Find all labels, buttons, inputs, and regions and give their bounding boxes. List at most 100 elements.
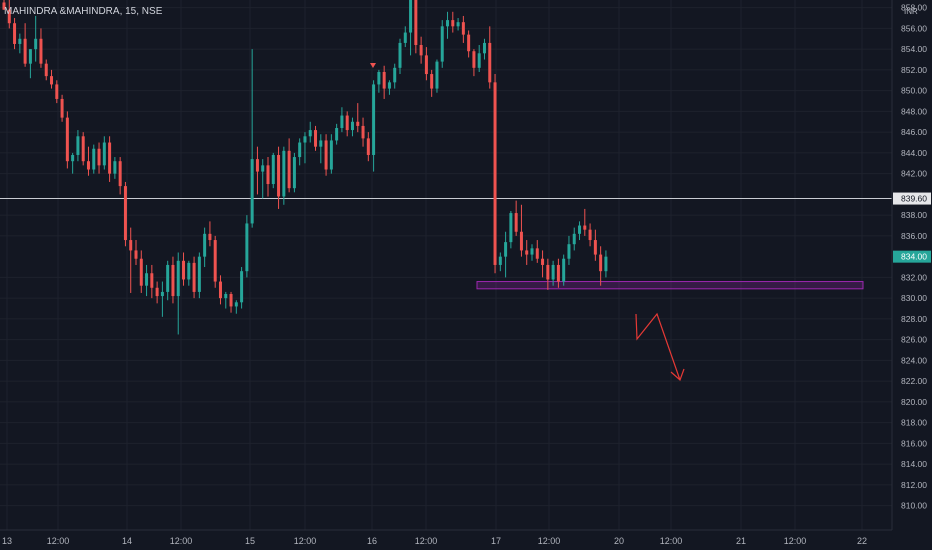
price-tick-label: 856.00 (901, 23, 927, 33)
candle-body (456, 22, 460, 27)
candle (377, 69, 381, 93)
candle-body (572, 233, 576, 245)
candle-body (50, 76, 54, 85)
time-tick-label: 22 (857, 536, 867, 546)
candle (255, 146, 259, 195)
candle (55, 80, 59, 104)
candle-body (18, 38, 22, 44)
candle-body (335, 128, 339, 141)
candle (335, 123, 339, 145)
candle-body (65, 117, 69, 162)
candle-body (345, 115, 349, 131)
candle-body (28, 49, 32, 64)
time-axis[interactable]: 13 12:00 14 12:00 15 12:00 16 12:00 17 12:00 20 12:… (0, 529, 932, 550)
candle (372, 80, 376, 172)
candle-body (81, 136, 85, 162)
candle-body (556, 264, 560, 282)
candle-body (139, 258, 143, 286)
candle-body (340, 115, 344, 128)
candle-body (192, 262, 196, 292)
price-tick-label: 832.00 (901, 272, 927, 282)
candle-body (182, 260, 186, 280)
candle-body (134, 250, 138, 259)
candle-body (551, 264, 555, 280)
candle-body (234, 302, 238, 307)
candle (451, 11, 455, 33)
candle-body (97, 148, 101, 166)
candle (97, 142, 101, 174)
time-tick-label: 21 (736, 536, 746, 546)
candle-body (472, 51, 476, 68)
candle (578, 221, 582, 241)
candle (150, 264, 154, 299)
candle (356, 103, 360, 133)
time-tick-label: 12:00 (415, 536, 438, 546)
candle (123, 181, 127, 247)
time-tick-label: 12:00 (660, 536, 683, 546)
time-tick-label: 12:00 (538, 536, 561, 546)
candle (345, 111, 349, 137)
candle (76, 130, 80, 162)
candle-body (366, 138, 370, 155)
candle (350, 117, 354, 137)
hline-price-tag (893, 192, 931, 205)
candle-body (150, 273, 154, 288)
candle (456, 18, 460, 31)
time-tick-label: 12:00 (784, 536, 807, 546)
candle (108, 136, 112, 182)
candle-body (250, 159, 254, 224)
candle (176, 252, 180, 335)
candle (303, 132, 307, 164)
price-axis[interactable]: 858.00 856.00 854.00 852.00 850.00 848.00 846.… (891, 0, 932, 550)
candle (525, 240, 529, 265)
candle (197, 252, 201, 299)
currency-label: INR (904, 7, 918, 16)
candle-body (509, 213, 513, 243)
price-tick-label: 818.00 (901, 418, 927, 428)
candle (28, 49, 32, 79)
candle-body (187, 262, 191, 280)
candle-body (324, 140, 328, 170)
candle (213, 235, 217, 288)
candle (261, 159, 265, 199)
support-zone-rect[interactable] (476, 281, 864, 290)
candle (329, 134, 333, 174)
candle-body (166, 264, 170, 292)
candle-body (356, 121, 360, 126)
price-tick-label: 810.00 (901, 501, 927, 511)
candle (430, 69, 434, 97)
candle-body (108, 142, 112, 174)
price-tick-label: 814.00 (901, 459, 927, 469)
candle (424, 47, 428, 81)
signal-marker-icon (370, 63, 376, 68)
candle (324, 134, 328, 176)
price-tick-label: 836.00 (901, 231, 927, 241)
candle-body (541, 258, 545, 265)
candle-body (403, 32, 407, 43)
candle-body (498, 256, 502, 265)
last-price-label: 834.00 (901, 252, 927, 262)
candle-body (13, 23, 17, 44)
candle-body (34, 38, 38, 50)
candle (234, 300, 238, 314)
candle-body (314, 130, 318, 147)
price-tick-label: 812.00 (901, 480, 927, 490)
candle (414, 0, 418, 54)
candle (535, 240, 539, 263)
time-tick-label: 12:00 (47, 536, 70, 546)
candle-body (599, 254, 603, 272)
projection-arrow[interactable] (635, 312, 685, 382)
candle (187, 260, 191, 286)
candle-body (255, 159, 259, 172)
price-tick-label: 854.00 (901, 44, 927, 54)
candle (86, 146, 90, 176)
candle-body (562, 258, 566, 282)
chart-grid (0, 0, 892, 530)
candle-body (451, 20, 455, 27)
candle-body (113, 161, 117, 174)
candle-body (160, 291, 164, 297)
support-zone-layer (476, 281, 864, 290)
candle (340, 107, 344, 133)
candle-body (7, 9, 11, 24)
